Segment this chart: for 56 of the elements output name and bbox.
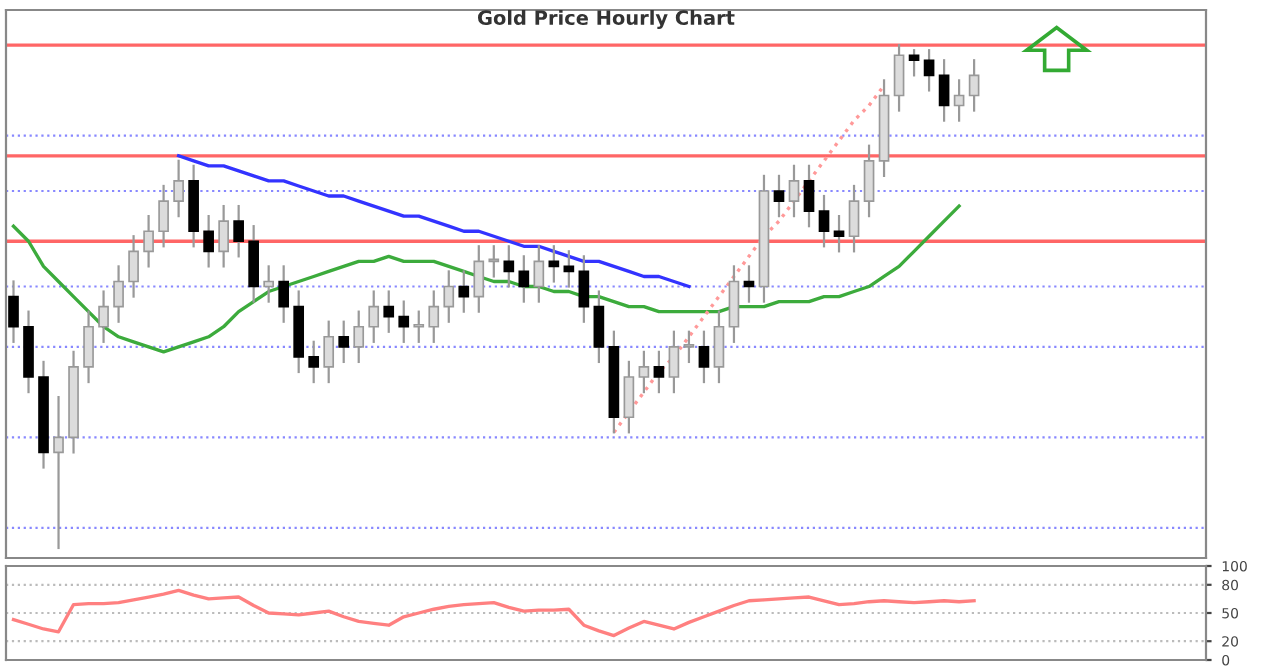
candlestick (443, 270, 455, 323)
candlestick (158, 184, 169, 248)
candlestick (833, 215, 845, 253)
chart-title: Gold Price Hourly Chart (477, 10, 735, 29)
candlestick (368, 290, 380, 343)
candlestick (593, 290, 605, 364)
candlestick (173, 159, 184, 218)
candlestick (398, 300, 410, 343)
candlestick (728, 265, 740, 343)
candlestick (233, 204, 244, 258)
candlestick (818, 194, 830, 248)
candlestick (8, 280, 19, 343)
candlestick (98, 290, 109, 343)
candlestick (428, 290, 440, 343)
candlestick (968, 59, 980, 112)
candlestick (773, 174, 785, 218)
candlestick (458, 270, 470, 313)
candlestick (533, 245, 545, 303)
candlestick (848, 184, 860, 253)
candlestick (113, 265, 124, 323)
candlestick (263, 265, 275, 303)
candlestick (863, 144, 875, 218)
candlestick (683, 330, 695, 364)
candlestick (638, 350, 650, 394)
candlestick (803, 164, 815, 228)
candlestick (248, 225, 259, 303)
candlestick (668, 330, 680, 394)
candlestick (473, 245, 485, 313)
candlestick (953, 79, 965, 122)
candlestick (128, 235, 139, 298)
candlestick (503, 245, 515, 288)
candlestick (143, 215, 154, 268)
candlestick (383, 290, 395, 333)
line-series (11, 588, 976, 638)
candlestick (698, 330, 710, 384)
candlestick (218, 204, 229, 268)
candlestick (83, 310, 94, 384)
candlestick (353, 310, 365, 364)
candlestick (938, 59, 950, 122)
candlestick (203, 215, 214, 268)
candlestick (923, 49, 935, 92)
candlestick (893, 44, 905, 112)
candlestick (338, 320, 350, 364)
candlestick (713, 310, 725, 384)
candlestick (788, 164, 800, 218)
candlestick (308, 340, 320, 384)
candlestick (278, 265, 290, 323)
candlestick (53, 396, 64, 550)
candlestick (323, 320, 335, 384)
candlestick (413, 310, 425, 343)
candlestick (623, 360, 635, 434)
candlestick (488, 245, 500, 278)
candlestick (908, 49, 920, 77)
candlestick (578, 255, 590, 323)
candlestick (518, 255, 530, 303)
candlestick (653, 350, 665, 394)
